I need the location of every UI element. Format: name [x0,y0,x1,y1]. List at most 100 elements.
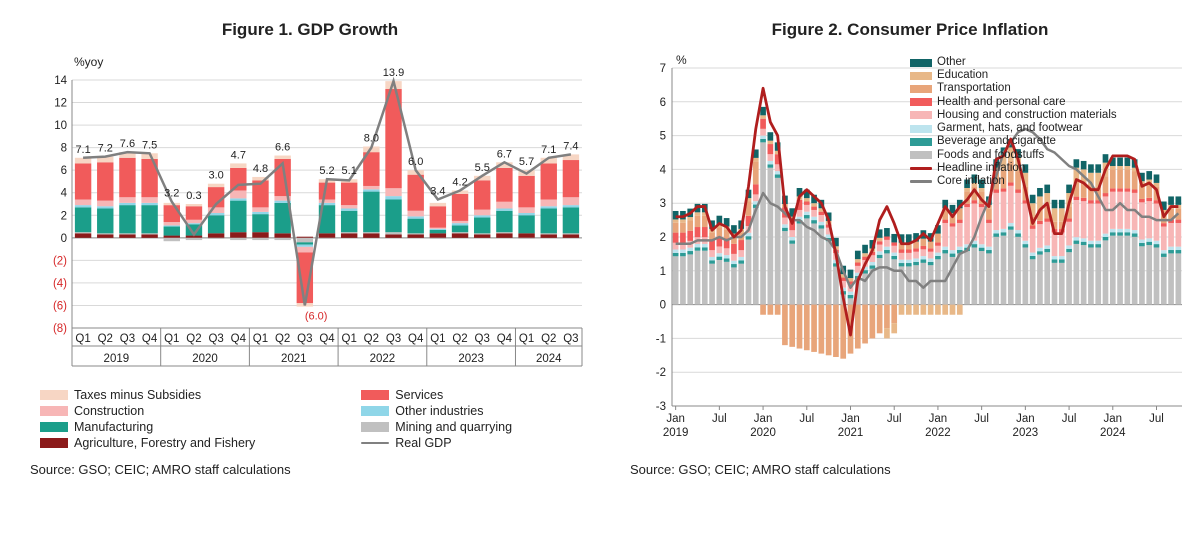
svg-text:Jul: Jul [974,413,989,425]
svg-text:4.2: 4.2 [452,176,467,188]
figure-2-chart: -3-2-101234567Jan2019JulJan2020JulJan202… [630,50,1190,450]
legend-swatch [910,72,932,80]
legend-item: Core inflation [910,175,1117,188]
legend-item: Construction [40,404,333,418]
legend-swatch [910,180,932,183]
legend-swatch [40,390,68,400]
svg-text:8.0: 8.0 [364,133,379,145]
svg-text:7: 7 [660,63,666,75]
svg-text:Jul: Jul [712,413,727,425]
svg-text:14: 14 [54,75,67,87]
svg-text:2022: 2022 [925,427,951,439]
svg-text:2021: 2021 [281,353,307,365]
svg-text:0: 0 [660,300,666,312]
svg-text:2021: 2021 [838,427,864,439]
svg-text:Q3: Q3 [120,333,135,345]
svg-text:%yoy: %yoy [74,55,103,69]
figure-2-legend: OtherEducationTransportationHealth and p… [910,56,1117,188]
legend-swatch [910,125,932,133]
svg-text:Q1: Q1 [430,333,445,345]
svg-text:5.2: 5.2 [319,165,334,177]
svg-text:-3: -3 [656,401,666,413]
legend-label: Housing and construction materials [937,109,1117,122]
svg-text:3.2: 3.2 [164,188,179,200]
svg-text:5.5: 5.5 [475,162,490,174]
legend-label: Core inflation [937,175,1005,188]
svg-text:(2): (2) [53,255,67,267]
svg-text:Q2: Q2 [452,333,467,345]
svg-text:-1: -1 [656,333,666,345]
legend-swatch [40,422,68,432]
legend-label: Agriculture, Forestry and Fishery [74,436,255,450]
svg-text:6: 6 [61,165,67,177]
legend-item: Other [910,56,1117,69]
svg-text:Jul: Jul [799,413,814,425]
svg-text:2019: 2019 [104,353,130,365]
svg-text:7.1: 7.1 [75,144,90,156]
legend-label: Education [937,69,988,82]
svg-text:7.4: 7.4 [563,140,578,152]
figure-2-source: Source: GSO; CEIC; AMRO staff calculatio… [630,462,1190,477]
legend-label: Real GDP [395,436,451,450]
legend-label: Mining and quarrying [395,420,512,434]
svg-text:6.6: 6.6 [275,142,290,154]
svg-text:7.6: 7.6 [120,138,135,150]
svg-text:Q1: Q1 [253,333,268,345]
legend-swatch [40,438,68,448]
svg-text:Q4: Q4 [319,333,335,345]
svg-text:5.1: 5.1 [342,165,357,177]
svg-text:2023: 2023 [458,353,484,365]
figure-1-legend: Taxes minus Subsidies Services Constructio… [30,388,590,450]
legend-label: Services [395,388,443,402]
legend-item: Beverage and cigarette [910,135,1117,148]
svg-text:6.0: 6.0 [408,156,423,168]
svg-text:7.5: 7.5 [142,139,157,151]
svg-text:Jan: Jan [841,413,860,425]
legend-label: Manufacturing [74,420,153,434]
legend-label: Other industries [395,404,483,418]
figure-1: Figure 1. GDP Growth (8)(6)(4)(2)0246810… [30,20,590,477]
legend-item: Transportation [910,82,1117,95]
svg-text:6.7: 6.7 [497,148,512,160]
legend-item: Other industries [361,404,590,418]
svg-text:Q3: Q3 [297,333,312,345]
svg-text:Jul: Jul [1062,413,1077,425]
legend-label: Beverage and cigarette [937,135,1056,148]
svg-text:4: 4 [660,164,667,176]
svg-text:2: 2 [61,210,67,222]
svg-text:Jan: Jan [1104,413,1123,425]
figure-1-chart: (8)(6)(4)(2)024681012147.17.27.67.53.20.… [30,50,590,380]
legend-label: Construction [74,404,144,418]
legend-item: Services [361,388,590,402]
legend-label: Taxes minus Subsidies [74,388,201,402]
legend-item: Agriculture, Forestry and Fishery [40,436,333,450]
legend-swatch [910,167,932,170]
svg-text:12: 12 [54,98,67,110]
svg-text:Q3: Q3 [475,333,490,345]
legend-swatch [361,442,389,445]
figure-1-title: Figure 1. GDP Growth [30,20,590,40]
svg-text:Q4: Q4 [408,333,424,345]
figure-1-svg: (8)(6)(4)(2)024681012147.17.27.67.53.20.… [30,50,590,380]
svg-text:10: 10 [54,120,67,132]
legend-swatch [361,390,389,400]
svg-text:2019: 2019 [663,427,689,439]
svg-text:Q2: Q2 [364,333,379,345]
legend-label: Health and personal care [937,96,1066,109]
svg-text:%: % [676,53,687,67]
svg-text:Jul: Jul [1149,413,1164,425]
figure-2-title: Figure 2. Consumer Price Inflation [630,20,1190,40]
legend-item: Real GDP [361,436,590,450]
legend-item: Education [910,69,1117,82]
svg-text:7.1: 7.1 [541,144,556,156]
legend-label: Headline inflation [937,162,1025,175]
svg-text:Q2: Q2 [275,333,290,345]
svg-text:2023: 2023 [1013,427,1039,439]
svg-text:3: 3 [660,198,666,210]
svg-text:1: 1 [660,266,666,278]
svg-text:Q4: Q4 [231,333,247,345]
svg-text:5.7: 5.7 [519,156,534,168]
svg-text:5: 5 [660,131,666,143]
svg-text:Jan: Jan [754,413,773,425]
svg-text:Jan: Jan [1016,413,1035,425]
